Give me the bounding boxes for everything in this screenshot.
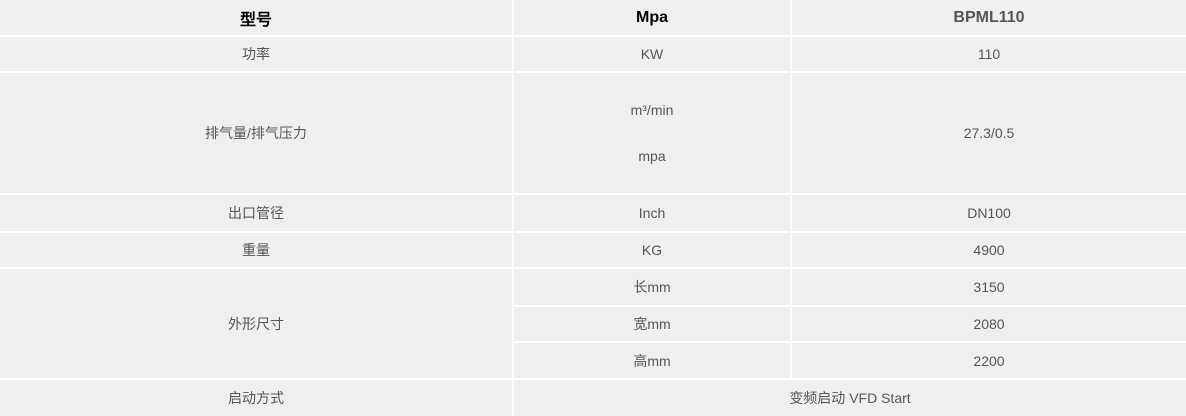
header-model-number: BPML110 — [792, 0, 1186, 35]
power-unit: KW — [514, 37, 790, 71]
length-unit: 长mm — [514, 269, 790, 305]
air-unit-pressure: mpa — [638, 148, 666, 164]
air-unit: m³/min mpa — [514, 73, 790, 193]
start-value: 变频启动 VFD Start — [514, 380, 1186, 416]
air-unit-flow: m³/min — [630, 102, 674, 118]
width-value: 2080 — [792, 307, 1186, 341]
start-label: 启动方式 — [0, 380, 512, 416]
weight-label: 重量 — [0, 233, 512, 267]
length-value: 3150 — [792, 269, 1186, 305]
air-value: 27.3/0.5 — [792, 73, 1186, 193]
power-label: 功率 — [0, 37, 512, 71]
header-model: 型号 — [0, 0, 512, 35]
air-label: 排气量/排气压力 — [0, 73, 512, 193]
outlet-unit: Inch — [514, 195, 790, 231]
width-unit: 宽mm — [514, 307, 790, 341]
height-value: 2200 — [792, 343, 1186, 378]
height-unit: 高mm — [514, 343, 790, 378]
header-unit: Mpa — [514, 0, 790, 35]
dims-label: 外形尺寸 — [0, 269, 512, 378]
weight-value: 4900 — [792, 233, 1186, 267]
weight-unit: KG — [514, 233, 790, 267]
outlet-label: 出口管径 — [0, 195, 512, 231]
power-value: 110 — [792, 37, 1186, 71]
outlet-value: DN100 — [792, 195, 1186, 231]
